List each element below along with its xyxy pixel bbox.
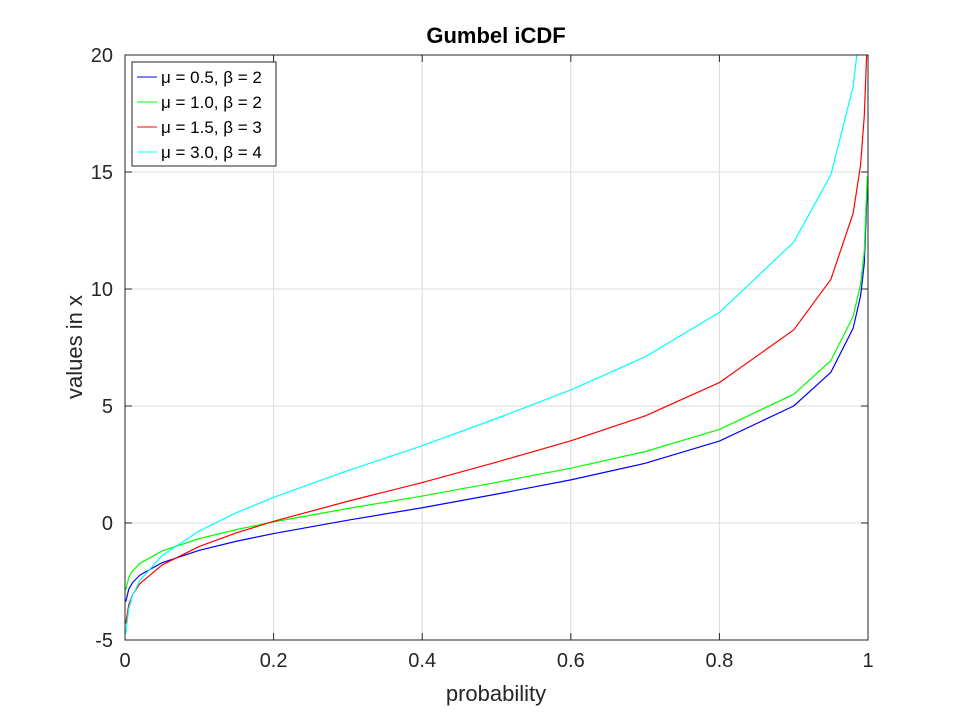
y-tick-labels: -5 0 5 10 15 20 (91, 45, 113, 652)
x-tick-label: 1 (862, 650, 873, 672)
x-tick-label: 0 (119, 650, 130, 672)
y-tick-label: 15 (91, 162, 113, 184)
y-tick-label: 0 (102, 513, 113, 535)
axis-ticks (124, 54, 869, 641)
y-tick-label: 5 (102, 396, 113, 418)
x-tick-label: 0.2 (260, 650, 288, 672)
plot-area-frame (124, 54, 869, 641)
series-line (125, 188, 868, 602)
legend-box (131, 61, 277, 167)
x-tick-label: 0.8 (705, 650, 733, 672)
y-tick-label: -5 (95, 630, 113, 652)
y-axis-title: values in x (62, 295, 87, 399)
y-tick-label: 20 (91, 45, 113, 67)
x-tick-label: 0.6 (557, 650, 585, 672)
x-axis-title: probability (446, 681, 546, 706)
legend-label: μ = 1.5, β = 3 (161, 118, 262, 137)
series-line (125, 176, 868, 591)
x-tick-label: 0.4 (408, 650, 436, 672)
x-tick-labels: 0 0.2 0.4 0.6 0.8 1 (119, 650, 873, 672)
series-lines (125, 55, 868, 634)
series-line (125, 55, 868, 624)
series-line (125, 55, 858, 634)
y-tick-label: 10 (91, 279, 113, 301)
chart-title: Gumbel iCDF (426, 23, 565, 48)
legend-label: μ = 1.0, β = 2 (161, 93, 262, 112)
legend: μ = 0.5, β = 2 μ = 1.0, β = 2 μ = 1.5, β… (131, 61, 277, 167)
legend-label: μ = 3.0, β = 4 (161, 143, 262, 162)
legend-label: μ = 0.5, β = 2 (161, 68, 262, 87)
